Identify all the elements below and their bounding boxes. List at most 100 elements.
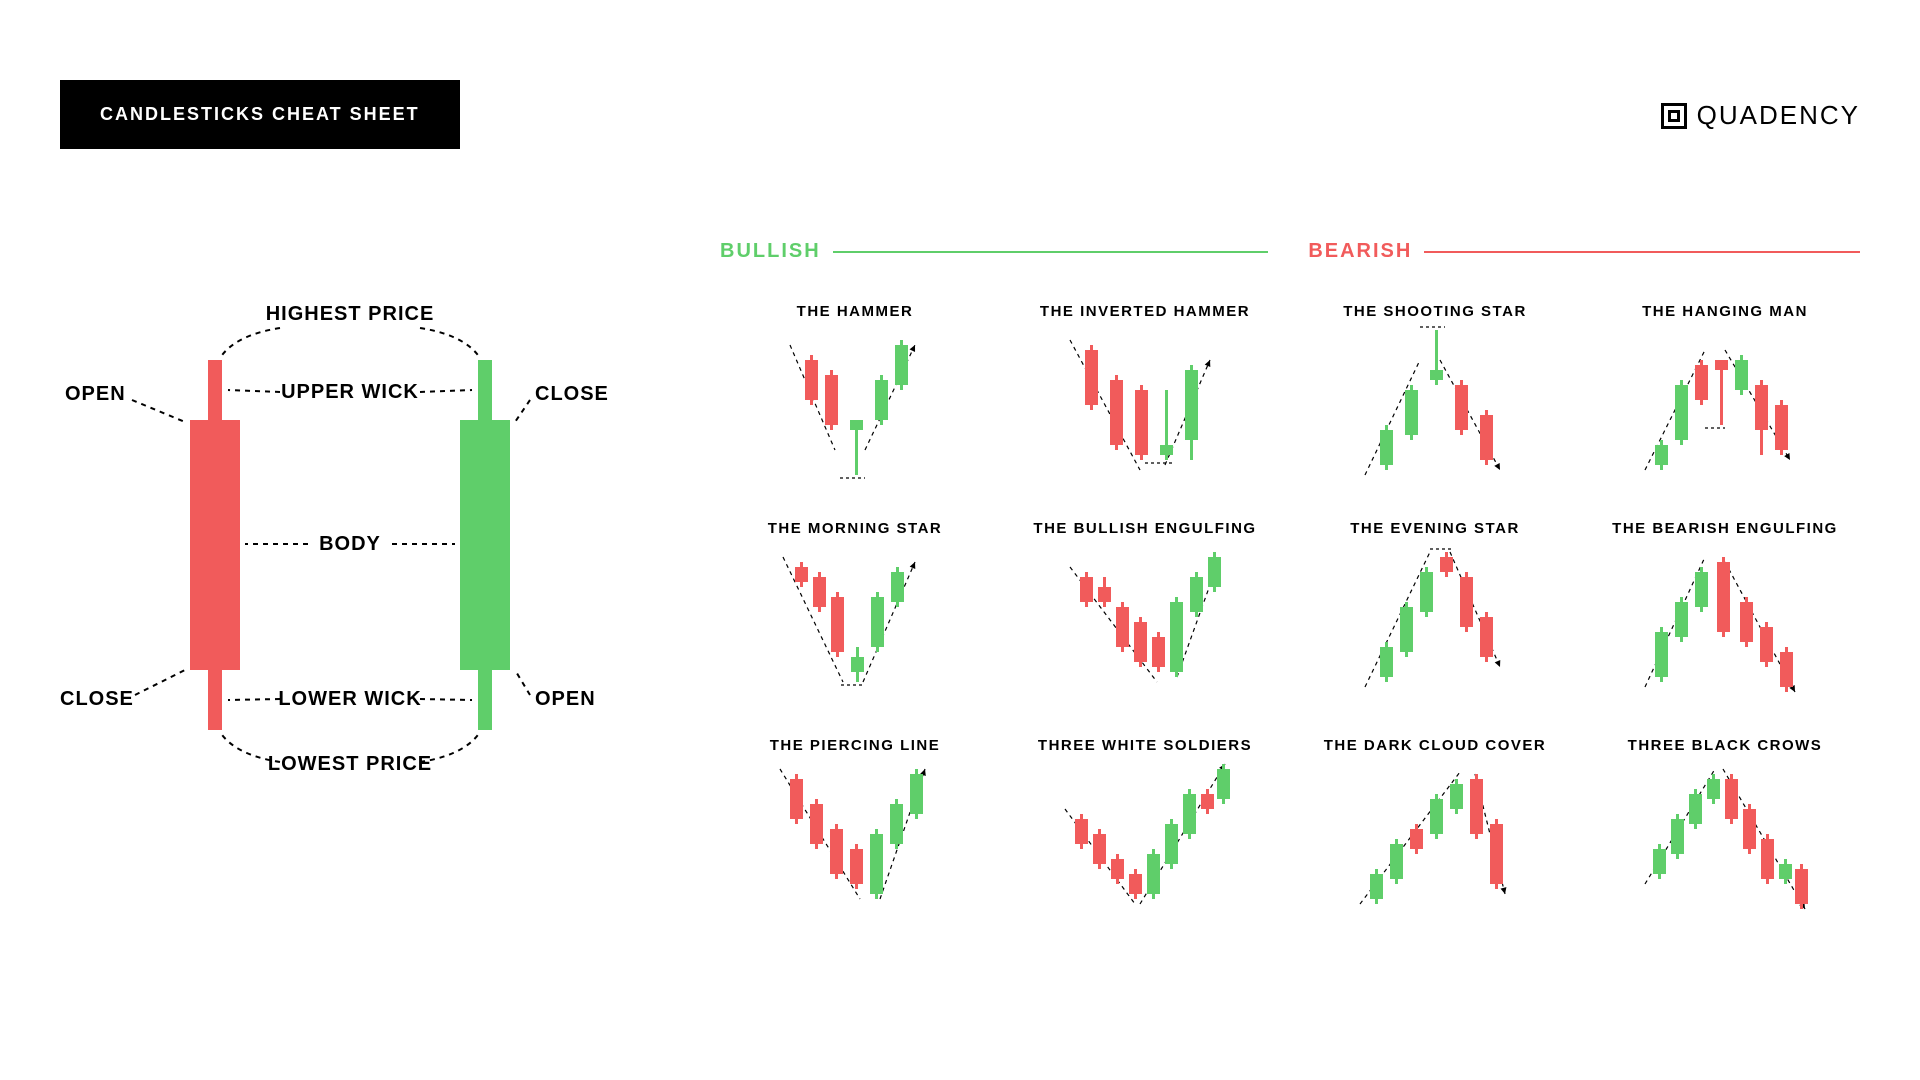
candle-body [1735, 360, 1748, 390]
pattern-the-hanging-man: THE HANGING MAN [1590, 303, 1860, 480]
label-lower-wick: LOWER WICK [278, 688, 421, 710]
candle-body [1470, 779, 1483, 834]
pattern-the-bullish-engulfing: THE BULLISH ENGULFING [1010, 520, 1280, 697]
candle-body [1430, 370, 1443, 380]
title-badge: CANDLESTICKS CHEAT SHEET [60, 80, 460, 149]
candle-body [850, 420, 863, 430]
candle-body [1201, 794, 1214, 809]
pattern-chart [1045, 764, 1245, 914]
candle-body [1455, 385, 1468, 430]
candle-body [1160, 445, 1173, 455]
candle-body [1715, 360, 1728, 370]
brand-logo: QUADENCY [1661, 100, 1860, 131]
red-candle [190, 360, 240, 730]
pattern-the-dark-cloud-cover: THE DARK CLOUD COVER [1300, 737, 1570, 914]
candle-body [1093, 834, 1106, 864]
bullish-line [833, 251, 1269, 253]
brand-icon [1661, 103, 1687, 129]
candle-body [1675, 385, 1688, 440]
pattern-the-evening-star: THE EVENING STAR [1300, 520, 1570, 697]
candle-body [851, 657, 864, 672]
leader-lowerwick-left [228, 699, 280, 700]
pattern-three-black-crows: THREE BLACK CROWS [1590, 737, 1860, 914]
candle-body [1129, 874, 1142, 894]
candle-body [790, 779, 803, 819]
candle-body [1410, 829, 1423, 849]
pattern-the-bearish-engulfing: THE BEARISH ENGULFING [1590, 520, 1860, 697]
candle-body [1689, 794, 1702, 824]
pattern-the-morning-star: THE MORNING STAR [720, 520, 990, 697]
leader-open-red [132, 400, 185, 422]
bullish-label: BULLISH [720, 240, 821, 263]
label-body: BODY [319, 533, 381, 555]
candle-body [1190, 577, 1203, 612]
candle-body [871, 597, 884, 647]
candle-body [1695, 365, 1708, 400]
pattern-chart [1625, 330, 1825, 480]
candle-body [1760, 627, 1773, 662]
candle-body [825, 375, 838, 425]
candle-body [1740, 602, 1753, 642]
candle-body [1183, 794, 1196, 834]
pattern-chart [1625, 547, 1825, 697]
candle-body [1440, 557, 1453, 572]
candle-body [850, 849, 863, 884]
green-candle [460, 360, 510, 730]
candle-body [1780, 652, 1793, 687]
candle-body [1795, 869, 1808, 904]
pattern-title: THREE BLACK CROWS [1628, 737, 1823, 754]
pattern-title: THE SHOOTING STAR [1343, 303, 1527, 320]
candle-body [1460, 577, 1473, 627]
candle-body [1075, 819, 1088, 844]
green-body [460, 420, 510, 670]
candle-body [1208, 557, 1221, 587]
candle-body [1653, 849, 1666, 874]
pattern-chart [1335, 764, 1535, 914]
candle-body [1743, 809, 1756, 849]
candle-body [805, 360, 818, 400]
trend-line [863, 562, 915, 682]
candle-body [1480, 617, 1493, 657]
title-text: CANDLESTICKS CHEAT SHEET [100, 104, 420, 124]
leader-close-green [515, 400, 530, 422]
candle-body [910, 774, 923, 814]
pattern-the-shooting-star: THE SHOOTING STAR [1300, 303, 1570, 480]
pattern-title: THE BULLISH ENGULFING [1033, 520, 1256, 537]
candle-body [1779, 864, 1792, 879]
pattern-chart [1045, 547, 1245, 697]
pattern-chart [1045, 330, 1245, 480]
label-open-green: OPEN [535, 688, 596, 710]
leader-highest-left [220, 328, 280, 358]
candle-body [1170, 602, 1183, 672]
candle-body [1420, 572, 1433, 612]
candle-body [891, 572, 904, 602]
pattern-title: THE MORNING STAR [768, 520, 943, 537]
section-headers: BULLISH BEARISH [720, 240, 1860, 263]
candle-body [1217, 769, 1230, 799]
candle-body [831, 597, 844, 652]
anatomy-svg: HIGHEST PRICE UPPER WICK BODY LOWER WICK… [60, 340, 600, 820]
candle-body [1480, 415, 1493, 460]
leader-open-green [515, 670, 530, 695]
pattern-chart [1335, 330, 1535, 480]
trend-line [1070, 340, 1140, 470]
patterns-section: BULLISH BEARISH THE HAMMERTHE INVERTED H… [720, 240, 1860, 914]
candle-body [1380, 430, 1393, 465]
label-highest-price: HIGHEST PRICE [266, 303, 435, 325]
candle-body [1707, 779, 1720, 799]
pattern-title: THE HAMMER [797, 303, 914, 320]
candle-body [870, 834, 883, 894]
pattern-chart [755, 330, 955, 480]
candle-body [875, 380, 888, 420]
pattern-grid: THE HAMMERTHE INVERTED HAMMERTHE SHOOTIN… [720, 303, 1860, 914]
candle-body [1655, 445, 1668, 465]
candle-body [1450, 784, 1463, 809]
pattern-chart [755, 547, 955, 697]
candle-body [1147, 854, 1160, 894]
label-lowest-price: LOWEST PRICE [268, 753, 432, 775]
candle-body [795, 567, 808, 582]
leader-close-red [135, 670, 185, 695]
candle-body [1725, 779, 1738, 819]
candle-body [1405, 390, 1418, 435]
pattern-title: THE PIERCING LINE [770, 737, 941, 754]
